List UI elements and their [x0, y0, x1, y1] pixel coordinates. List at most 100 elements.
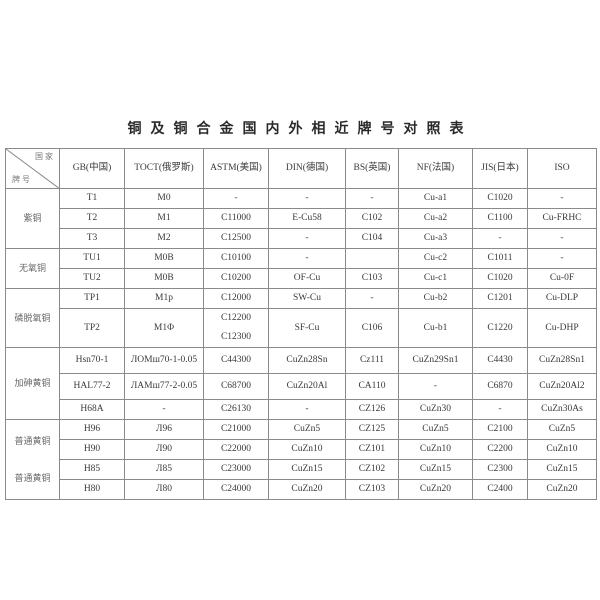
group-label-cell: 普通黄铜 普通黄铜	[5, 419, 60, 500]
table-cell: Л85	[124, 459, 204, 480]
table-cell: M0	[124, 188, 204, 209]
table-cell: CuZn10	[398, 439, 473, 460]
table-row: H80 Л80 C24000 CuZn20 CZ103 CuZn20 C2400 CuZn20	[6, 479, 597, 500]
table-cell: -	[268, 188, 346, 209]
table-cell: C26130	[203, 399, 269, 420]
table-cell: -	[527, 248, 597, 269]
table-cell: T1	[59, 188, 125, 209]
table-cell: TU2	[59, 268, 125, 289]
table-cell: Cu-a3	[398, 228, 473, 249]
table-row: 加砷黄铜 Hsn70-1 ЛОМш70-1-0.05 C44300 CuZn28Sn Cz…	[5, 347, 597, 420]
table-cell: -	[203, 188, 269, 209]
table-cell: H68A	[59, 399, 125, 420]
table-cell: CuZn15	[398, 459, 473, 480]
table-cell: Л80	[124, 479, 204, 500]
group-label: 普通黄铜	[14, 435, 51, 446]
table-cell: C24000	[203, 479, 269, 500]
table-cell: CZ125	[345, 419, 399, 440]
group-label-cell: 无氧铜	[5, 248, 60, 289]
column-header: ASTM(美国)	[203, 148, 269, 189]
table-cell: Cu-DHP	[527, 308, 597, 348]
table-cell: C10100	[203, 248, 269, 269]
table-cell: T2	[59, 208, 125, 229]
column-header: DIN(德国)	[268, 148, 346, 189]
table-cell: CuZn28Sn1	[527, 347, 597, 374]
table-cell: C2200	[472, 439, 528, 460]
table-cell: CuZn30	[398, 399, 473, 420]
table-cell: C44300	[203, 347, 269, 374]
diagonal-divider	[6, 149, 60, 189]
table-cell: Cu-c2	[398, 248, 473, 269]
table-cell: CA110	[345, 373, 399, 400]
table-row: TU2 M0B C10200 OF-Cu C103 Cu-c1 C1020 Cu-0F	[6, 268, 597, 289]
table-cell: H85	[59, 459, 125, 480]
corner-header-cell: 国 家 牌 号	[5, 148, 60, 189]
table-cell: Л90	[124, 439, 204, 460]
table-cell: C12000	[203, 288, 269, 309]
table-cell: -	[472, 228, 528, 249]
table-cell: -	[268, 248, 346, 269]
table-cell: C1220	[472, 308, 528, 348]
corner-grade-label: 牌 号	[12, 175, 30, 184]
table-cell: CZ103	[345, 479, 399, 500]
table-cell: Л96	[124, 419, 204, 440]
table-row: 普通黄铜 普通黄铜 H96 Л96 C21000 CuZn5 CZ125 CuZn5 C2100…	[5, 419, 597, 500]
column-header: TOCT(俄罗斯)	[124, 148, 204, 189]
table-cell: Hsn70-1	[59, 347, 125, 374]
table-cell: ЛАМш77-2-0.05	[124, 373, 204, 400]
table-cell: CuZn28Sn	[268, 347, 346, 374]
group-label: 加砷黄铜	[14, 378, 51, 388]
table-cell: T3	[59, 228, 125, 249]
page-title: 铜及铜合金国内外相近牌号对照表	[127, 121, 473, 137]
table-cell: -	[472, 399, 528, 420]
corner-country-label: 国 家	[35, 152, 53, 161]
table-cell: OF-Cu	[268, 268, 346, 289]
table-cell: Cz111	[345, 347, 399, 374]
table-cell: CuZn29Sn1	[398, 347, 473, 374]
table-cell: C102	[345, 208, 399, 229]
table-cell: -	[527, 228, 597, 249]
table-cell: CuZn15	[268, 459, 346, 480]
table-cell: H96	[59, 419, 125, 440]
table-cell: -	[268, 228, 346, 249]
table-cell: C2400	[472, 479, 528, 500]
column-header: GB(中国)	[59, 148, 125, 189]
table-cell: C2300	[472, 459, 528, 480]
table-cell: CuZn20	[527, 479, 597, 500]
table-cell: C1011	[472, 248, 528, 269]
table-cell: CuZn20	[398, 479, 473, 500]
column-header: ISO	[527, 148, 597, 189]
table-cell: C1020	[472, 268, 528, 289]
table-cell: C12500	[203, 228, 269, 249]
table-cell: E-Cu58	[268, 208, 346, 229]
column-header: BS(英国)	[345, 148, 399, 189]
table-cell: SW-Cu	[268, 288, 346, 309]
table-cell: C68700	[203, 373, 269, 400]
table-cell: CuZn15	[527, 459, 597, 480]
table-cell: C21000	[203, 419, 269, 440]
table-cell: CuZn20	[268, 479, 346, 500]
cell-value: C12200	[220, 313, 252, 323]
table-cell: Cu-DLP	[527, 288, 597, 309]
table-cell: CZ126	[345, 399, 399, 420]
table-cell: -	[345, 188, 399, 209]
table-cell: C4430	[472, 347, 528, 374]
table-cell: C1020	[472, 188, 528, 209]
table-cell: SF-Cu	[268, 308, 346, 348]
table-cell: -	[398, 373, 473, 400]
table-row: TP2 M1Φ C12200 C12300 SF-Cu C106 Cu-b1 C1220 Cu-…	[6, 308, 597, 348]
table-row: 磷脱氧铜 TP1 M1p C12000 SW-Cu - Cu-b2 C1201 Cu-DLP	[5, 288, 597, 348]
table-cell	[345, 248, 399, 269]
table-cell: Cu-b1	[398, 308, 473, 348]
table-cell: CZ101	[345, 439, 399, 460]
column-header: NF(法国)	[398, 148, 473, 189]
table-cell: CuZn30As	[527, 399, 597, 420]
table-cell: CuZn20Al	[268, 373, 346, 400]
table-cell: C23000	[203, 459, 269, 480]
cell-value: C12300	[220, 332, 252, 342]
header-row: 国 家 牌 号 GB(中国) TOCT(俄罗斯) ASTM(美国) DIN(德国…	[5, 148, 597, 189]
table-cell: H90	[59, 439, 125, 460]
table-cell: C22000	[203, 439, 269, 460]
table-row: 无氧铜 TU1 M0B C10100- Cu-c2 C1011-	[5, 248, 597, 289]
table-cell: Cu-0F	[527, 268, 597, 289]
